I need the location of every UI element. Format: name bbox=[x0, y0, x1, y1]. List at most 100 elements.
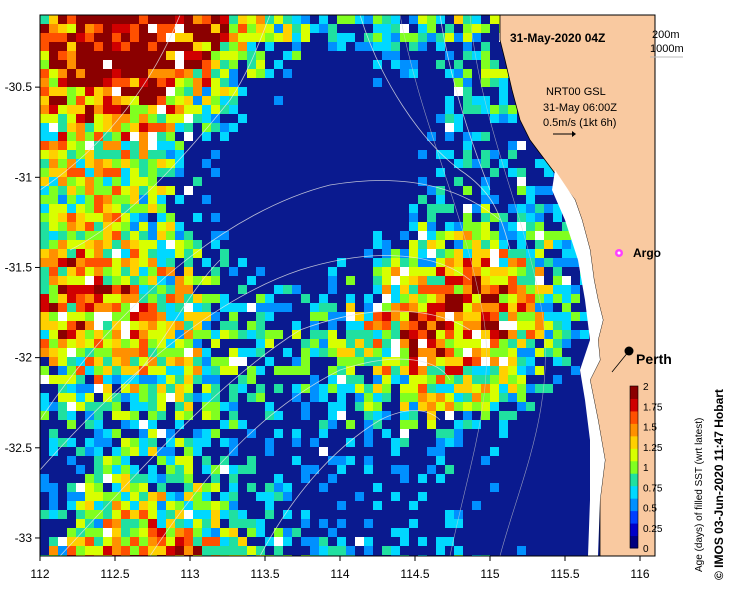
sst-pixel bbox=[265, 24, 274, 33]
sst-pixel bbox=[400, 339, 409, 348]
sst-pixel bbox=[76, 312, 85, 321]
sst-pixel bbox=[121, 393, 130, 402]
sst-pixel bbox=[418, 231, 427, 240]
sst-pixel bbox=[112, 510, 121, 519]
sst-pixel bbox=[175, 357, 184, 366]
sst-pixel bbox=[409, 42, 418, 51]
sst-pixel bbox=[193, 24, 202, 33]
colorbar-tick-label: 1.75 bbox=[643, 402, 663, 413]
sst-pixel bbox=[148, 339, 157, 348]
sst-pixel bbox=[319, 420, 328, 429]
sst-pixel bbox=[76, 285, 85, 294]
sst-pixel bbox=[166, 105, 175, 114]
sst-pixel bbox=[481, 132, 490, 141]
sst-pixel bbox=[148, 447, 157, 456]
sst-pixel bbox=[328, 366, 337, 375]
sst-pixel bbox=[499, 339, 508, 348]
sst-pixel bbox=[166, 492, 175, 501]
sst-pixel bbox=[238, 357, 247, 366]
sst-pixel bbox=[256, 60, 265, 69]
sst-pixel bbox=[328, 312, 337, 321]
sst-pixel bbox=[445, 393, 454, 402]
sst-pixel bbox=[508, 168, 517, 177]
sst-pixel bbox=[391, 366, 400, 375]
sst-pixel bbox=[418, 384, 427, 393]
sst-pixel bbox=[112, 114, 121, 123]
sst-pixel bbox=[229, 384, 238, 393]
sst-pixel bbox=[130, 204, 139, 213]
sst-pixel bbox=[229, 447, 238, 456]
sst-pixel bbox=[58, 177, 67, 186]
sst-pixel bbox=[310, 438, 319, 447]
sst-pixel bbox=[193, 42, 202, 51]
sst-pixel bbox=[193, 375, 202, 384]
sst-pixel bbox=[436, 429, 445, 438]
sst-pixel bbox=[139, 159, 148, 168]
sst-pixel bbox=[463, 24, 472, 33]
sst-pixel bbox=[211, 150, 220, 159]
sst-pixel bbox=[139, 285, 148, 294]
sst-pixel bbox=[418, 474, 427, 483]
sst-pixel bbox=[391, 276, 400, 285]
sst-pixel bbox=[238, 303, 247, 312]
sst-pixel bbox=[499, 105, 508, 114]
sst-pixel bbox=[283, 366, 292, 375]
sst-pixel bbox=[229, 51, 238, 60]
sst-pixel bbox=[76, 339, 85, 348]
sst-pixel bbox=[454, 69, 463, 78]
sst-pixel bbox=[148, 276, 157, 285]
sst-pixel bbox=[85, 420, 94, 429]
x-tick-label: 112.5 bbox=[100, 567, 129, 581]
sst-pixel bbox=[121, 420, 130, 429]
sst-pixel bbox=[175, 33, 184, 42]
sst-pixel bbox=[121, 132, 130, 141]
sst-pixel bbox=[94, 195, 103, 204]
sst-pixel bbox=[193, 447, 202, 456]
sst-pixel bbox=[202, 33, 211, 42]
sst-pixel bbox=[103, 276, 112, 285]
sst-pixel bbox=[346, 438, 355, 447]
sst-pixel bbox=[238, 384, 247, 393]
sst-pixel bbox=[103, 456, 112, 465]
sst-pixel bbox=[517, 375, 526, 384]
sst-pixel bbox=[391, 15, 400, 24]
sst-pixel bbox=[58, 375, 67, 384]
sst-pixel bbox=[535, 213, 544, 222]
sst-pixel bbox=[418, 348, 427, 357]
sst-pixel bbox=[220, 78, 229, 87]
sst-pixel bbox=[49, 312, 58, 321]
sst-pixel bbox=[103, 114, 112, 123]
perth-leader bbox=[611, 350, 630, 373]
sst-pixel bbox=[445, 330, 454, 339]
sst-pixel bbox=[112, 42, 121, 51]
sst-pixel bbox=[76, 204, 85, 213]
sst-pixel bbox=[481, 357, 490, 366]
sst-pixel bbox=[418, 258, 427, 267]
sst-pixel bbox=[121, 78, 130, 87]
sst-pixel bbox=[571, 294, 580, 303]
sst-pixel bbox=[94, 213, 103, 222]
sst-pixel bbox=[400, 267, 409, 276]
sst-pixel bbox=[229, 330, 238, 339]
sst-pixel bbox=[40, 159, 49, 168]
sst-pixel bbox=[94, 141, 103, 150]
sst-pixel bbox=[202, 276, 211, 285]
sst-pixel bbox=[58, 24, 67, 33]
sst-pixel bbox=[247, 546, 256, 555]
sst-pixel bbox=[526, 222, 535, 231]
sst-pixel bbox=[184, 402, 193, 411]
sst-pixel bbox=[202, 24, 211, 33]
sst-pixel bbox=[157, 213, 166, 222]
sst-pixel bbox=[58, 15, 67, 24]
sst-pixel bbox=[175, 114, 184, 123]
sst-pixel bbox=[373, 420, 382, 429]
sst-pixel bbox=[139, 429, 148, 438]
sst-pixel bbox=[175, 141, 184, 150]
sst-pixel bbox=[67, 51, 76, 60]
sst-pixel bbox=[67, 294, 76, 303]
sst-pixel bbox=[490, 69, 499, 78]
sst-pixel bbox=[175, 51, 184, 60]
sst-pixel bbox=[211, 366, 220, 375]
sst-pixel bbox=[76, 96, 85, 105]
sst-pixel bbox=[472, 231, 481, 240]
